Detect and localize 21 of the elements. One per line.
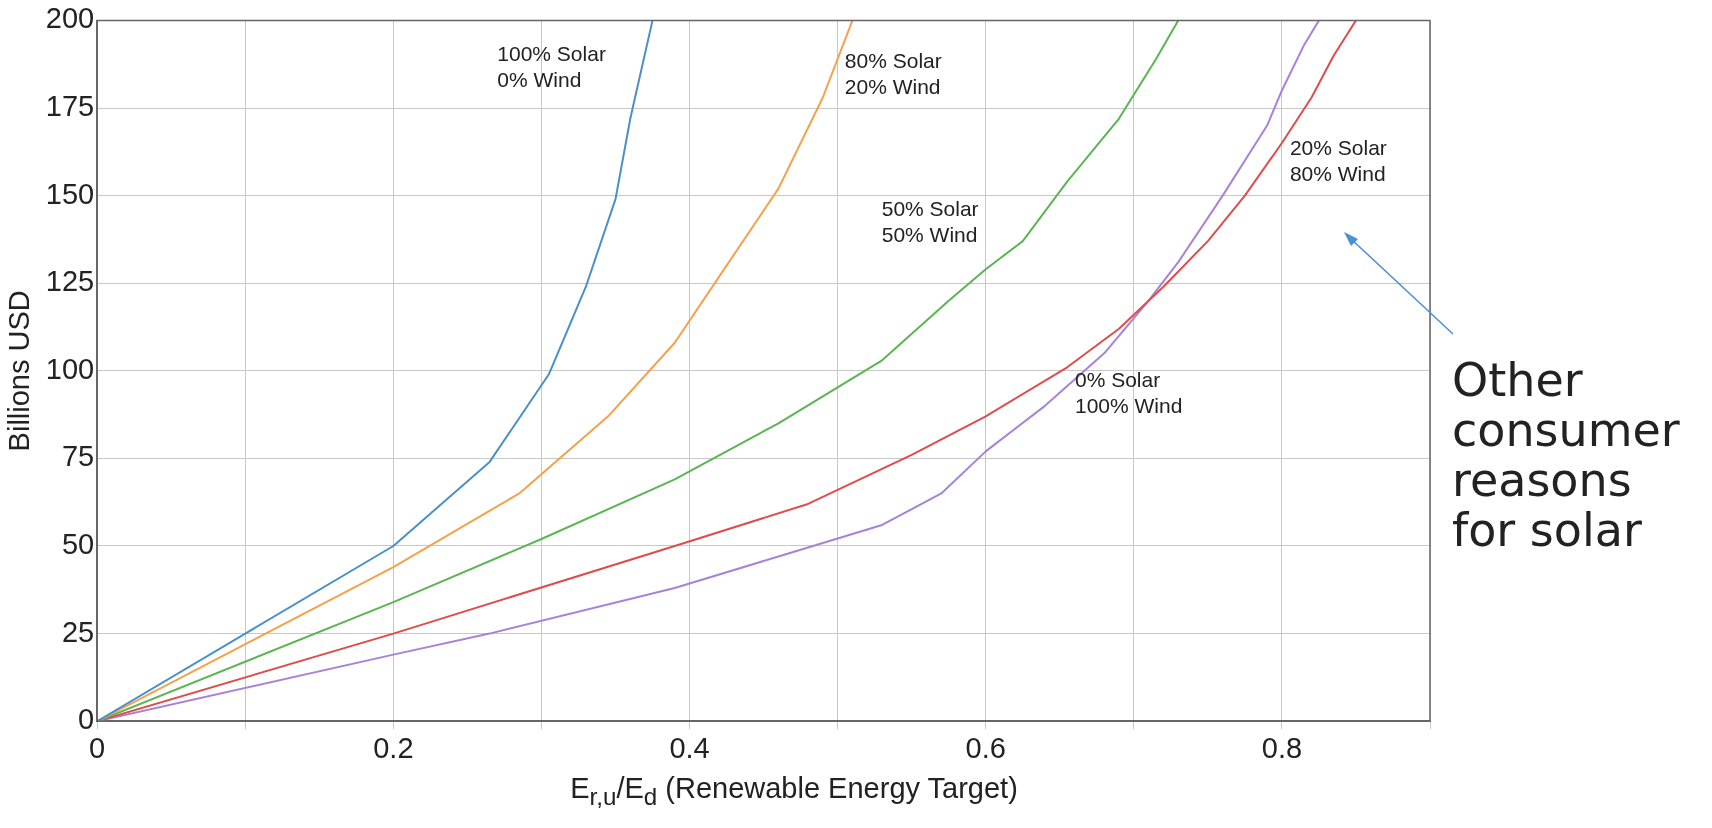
y-tick-label: 175 [45, 90, 95, 122]
y-tick-label: 25 [61, 615, 95, 648]
series-label: 0% Solar 100% Wind [1074, 368, 1183, 418]
x-tick-label: 0.8 [1261, 731, 1303, 764]
x-tick-label: 0.2 [373, 731, 414, 764]
series-label: 20% Solar 80% Wind [1289, 136, 1387, 186]
series-label: 80% Solar 20% Wind [844, 48, 942, 98]
y-tick-label: 150 [45, 177, 95, 210]
text: Other consumer reasons for solar [1452, 353, 1681, 557]
y-tick-label: 200 [45, 2, 95, 35]
series-label: 50% Solar 50% Wind [881, 197, 979, 247]
x-tick-label: 0.6 [965, 731, 1006, 764]
y-tick-label: 100 [45, 352, 95, 385]
y-axis-title: Billions USD [3, 290, 36, 452]
x-tick-label: 0.4 [669, 731, 710, 764]
series-label: 100% Solar 0% Wind [497, 41, 606, 91]
y-tick-label: 125 [45, 265, 95, 298]
y-tick-label: 0 [78, 703, 95, 736]
y-tick-label: 75 [61, 440, 95, 473]
y-tick-label: 50 [61, 528, 95, 560]
x-axis-title: E$_{r,u}$/E$_{d}$ (Renewable Energy Target) [569, 772, 1019, 811]
